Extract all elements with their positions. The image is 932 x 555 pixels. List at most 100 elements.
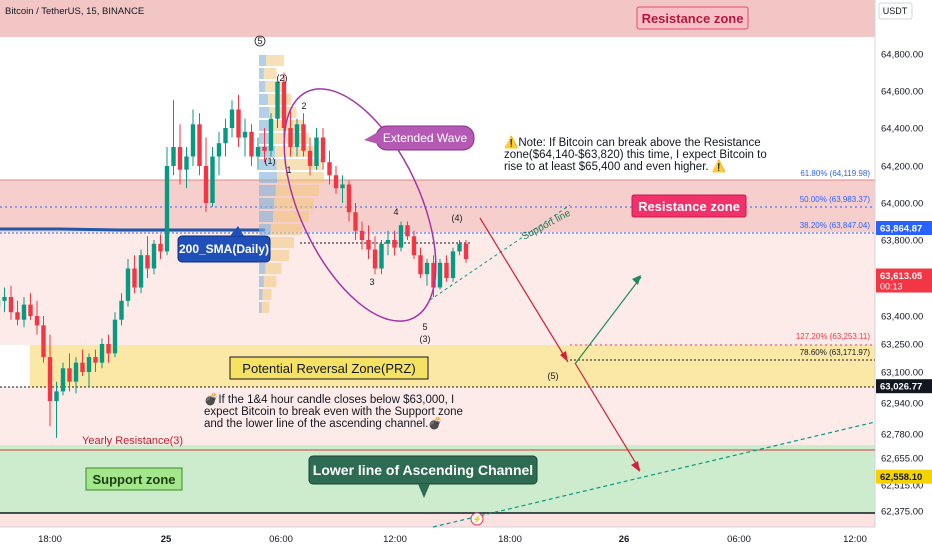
candle-body xyxy=(126,269,130,301)
volume-profile-bar xyxy=(259,94,268,105)
volume-profile-bar xyxy=(259,198,274,209)
candle-body xyxy=(158,244,162,252)
bottom-background xyxy=(0,513,875,527)
candle-body xyxy=(204,166,208,203)
candle-body xyxy=(347,185,351,213)
volume-profile-bar xyxy=(268,94,291,105)
wave-label-p3: (3) xyxy=(420,334,431,344)
volume-profile-bar xyxy=(269,237,294,248)
time-tick-label: 06:00 xyxy=(269,534,293,545)
volume-profile-bar xyxy=(259,55,266,66)
candle-body xyxy=(9,297,13,312)
wave-label-1: 1 xyxy=(286,165,291,175)
lower-pink-background xyxy=(0,232,875,345)
price-tag: 63,026.77 xyxy=(876,379,932,393)
sma-200-line xyxy=(0,229,265,230)
volume-profile-bar xyxy=(259,276,264,287)
candle-body xyxy=(54,391,58,401)
time-axis-bg xyxy=(0,527,932,550)
candle-body xyxy=(399,225,403,247)
svg-text:Support zone: Support zone xyxy=(92,472,175,487)
fib-label-1272: 127.20% (63,253.11) xyxy=(796,332,870,341)
wave-label-2: 2 xyxy=(301,101,306,111)
symbol-title: Bitcoin / TetherUS, 15, BINANCE xyxy=(5,6,144,17)
candle-body xyxy=(301,124,305,151)
candle xyxy=(438,259,442,289)
volume-profile-bar xyxy=(267,250,289,261)
candle-body xyxy=(35,316,39,325)
candle-body xyxy=(425,263,429,274)
candle-body xyxy=(100,344,104,363)
wave-label-p5: (5) xyxy=(548,371,559,381)
candle-body xyxy=(249,132,253,157)
fib-label-382: 38.20% (63,847.04) xyxy=(800,221,871,230)
candle-body xyxy=(191,124,195,156)
volume-profile-bar xyxy=(265,263,281,274)
price-tag-sub: 00:13 xyxy=(880,282,903,292)
wave-label-4: 4 xyxy=(393,207,398,217)
candle-body xyxy=(171,147,175,166)
candle-body xyxy=(119,301,123,320)
resistance-zone-top-label: Resistance zone xyxy=(637,7,748,29)
candle-body xyxy=(457,244,461,252)
candle-body xyxy=(282,82,286,128)
candle-body xyxy=(405,225,409,236)
candle-body xyxy=(373,250,377,269)
candle-body xyxy=(288,128,292,147)
candle-body xyxy=(230,110,234,129)
wave-label-p1: (1) xyxy=(265,156,276,166)
svg-text:rise to at least $65,400 and e: rise to at least $65,400 and even higher… xyxy=(504,159,726,173)
candle-body xyxy=(28,305,32,316)
candle-body xyxy=(106,344,110,353)
wave-label-p2: (2) xyxy=(277,73,288,83)
candle-body xyxy=(132,269,136,288)
candle-body xyxy=(386,240,390,244)
time-tick-label: 12:00 xyxy=(383,534,407,545)
volume-profile-bar xyxy=(262,302,269,313)
volume-profile-bar xyxy=(263,289,272,300)
price-tick-label: 64,200.00 xyxy=(881,162,923,173)
candle-body xyxy=(340,185,344,189)
candle-body xyxy=(178,147,182,170)
svg-text:and the lower line of the asce: and the lower line of the ascending chan… xyxy=(204,416,443,431)
candle-body xyxy=(217,143,221,156)
volume-profile-bar xyxy=(271,224,302,235)
candle-body xyxy=(74,363,78,382)
wave-label-5-top: 5 xyxy=(257,36,262,46)
price-tick-label: 64,000.00 xyxy=(881,199,923,210)
candle-body xyxy=(327,162,331,175)
volume-profile-bar xyxy=(266,55,284,66)
volume-profile-bar xyxy=(264,276,277,287)
candle-body xyxy=(366,240,370,250)
resistance-zone-mid-label: Resistance zone xyxy=(632,195,746,217)
candle-body xyxy=(67,368,71,381)
candle-body xyxy=(444,263,448,278)
candle-body xyxy=(295,124,299,147)
candle-body xyxy=(418,255,422,274)
candle-body xyxy=(353,212,357,231)
candle-body xyxy=(152,244,156,269)
volume-profile-bar xyxy=(276,185,319,196)
candle-body xyxy=(197,124,201,166)
volume-profile-bar xyxy=(259,224,271,235)
price-tag: 62,558.10 xyxy=(876,470,932,484)
price-tick-label: 63,800.00 xyxy=(881,236,923,247)
candle-body xyxy=(256,147,260,157)
time-tick-label: 12:00 xyxy=(843,534,867,545)
price-tag-label: 63,864.87 xyxy=(880,223,922,234)
volume-profile-bar xyxy=(259,68,264,79)
candle-body xyxy=(243,132,247,138)
volume-profile-bar xyxy=(259,81,265,92)
price-tag: 63,864.87 xyxy=(876,221,932,235)
candle-body xyxy=(451,251,455,278)
candle xyxy=(451,248,455,282)
price-tag-label: 62,558.10 xyxy=(880,472,922,483)
wave-label-5-bottom: 5 xyxy=(422,322,427,332)
price-tag-label: 63,613.05 xyxy=(880,271,923,282)
candle-body xyxy=(262,147,266,151)
volume-profile-bar xyxy=(273,211,309,222)
price-tick-label: 63,250.00 xyxy=(881,340,923,351)
volume-profile-bar xyxy=(259,289,263,300)
